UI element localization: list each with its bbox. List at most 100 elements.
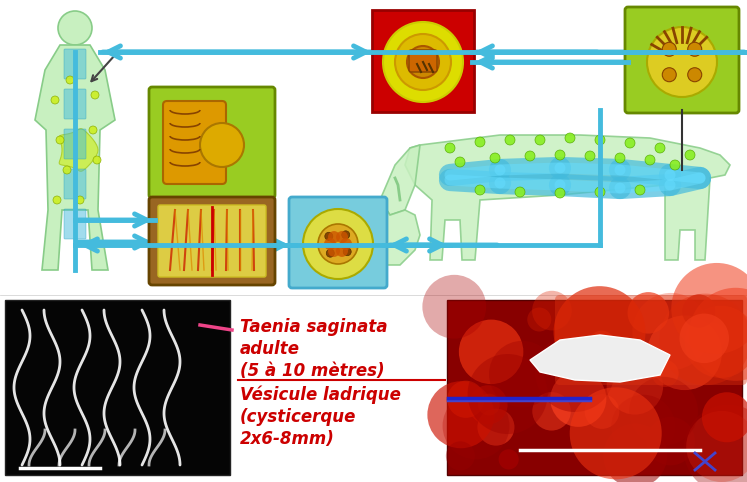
Circle shape [645,155,655,165]
FancyBboxPatch shape [625,7,739,113]
Circle shape [445,143,455,153]
FancyBboxPatch shape [409,50,437,72]
Circle shape [475,137,485,147]
Circle shape [688,68,701,82]
Circle shape [555,150,565,160]
Circle shape [395,34,451,90]
Circle shape [680,314,729,363]
Circle shape [76,196,84,204]
Circle shape [688,42,701,56]
Polygon shape [530,335,670,382]
Circle shape [505,135,515,145]
Circle shape [555,188,565,198]
Circle shape [53,196,61,204]
FancyBboxPatch shape [64,49,86,79]
FancyBboxPatch shape [447,300,742,475]
Circle shape [427,381,495,448]
FancyBboxPatch shape [163,101,226,184]
Circle shape [336,245,348,257]
Circle shape [58,11,92,45]
Circle shape [570,388,662,479]
Circle shape [646,417,695,466]
Circle shape [635,185,645,195]
Circle shape [66,76,74,84]
Circle shape [685,306,747,378]
FancyBboxPatch shape [372,10,474,112]
Circle shape [554,286,645,378]
Circle shape [490,153,500,163]
Polygon shape [380,145,420,215]
Circle shape [325,232,333,241]
Circle shape [607,358,663,415]
FancyBboxPatch shape [64,209,86,239]
Circle shape [625,138,635,148]
Circle shape [489,341,556,407]
Circle shape [551,371,607,427]
Circle shape [63,166,71,174]
Circle shape [407,46,439,78]
Circle shape [595,187,605,197]
Polygon shape [59,129,98,171]
FancyBboxPatch shape [289,197,387,288]
Circle shape [525,151,535,161]
Circle shape [663,68,676,82]
Circle shape [589,331,615,357]
Circle shape [702,392,747,442]
Text: Taenia saginata
adulte
(5 à 10 mètres): Taenia saginata adulte (5 à 10 mètres) [240,318,388,380]
Circle shape [647,27,717,97]
Circle shape [341,231,350,239]
Polygon shape [405,135,730,260]
Circle shape [535,135,545,145]
Circle shape [565,133,575,143]
Circle shape [478,394,500,415]
Circle shape [648,315,722,390]
Circle shape [422,275,486,339]
Circle shape [585,394,619,429]
Polygon shape [35,45,115,270]
Circle shape [318,224,358,264]
Circle shape [532,291,571,331]
Circle shape [328,245,340,257]
Circle shape [383,22,463,102]
Circle shape [442,392,509,459]
Circle shape [468,385,508,425]
Circle shape [655,143,665,153]
Circle shape [498,449,518,469]
Circle shape [536,333,614,412]
Circle shape [627,292,669,334]
Circle shape [446,442,475,470]
Circle shape [328,231,340,243]
FancyBboxPatch shape [158,205,266,277]
FancyBboxPatch shape [149,87,275,198]
Circle shape [615,153,625,163]
Circle shape [670,160,680,170]
Circle shape [629,377,698,445]
Circle shape [324,238,336,250]
Circle shape [689,288,747,381]
Circle shape [56,136,64,144]
FancyBboxPatch shape [64,89,86,119]
Circle shape [698,322,726,350]
Circle shape [651,360,679,387]
Circle shape [663,42,676,56]
Text: Vésicule ladrique
(cysticerque
2x6-8mm): Vésicule ladrique (cysticerque 2x6-8mm) [240,385,401,448]
Circle shape [455,157,465,167]
FancyBboxPatch shape [64,129,86,159]
Circle shape [336,231,348,243]
Circle shape [672,263,747,354]
Circle shape [475,185,485,195]
Circle shape [303,209,373,279]
Circle shape [93,156,101,164]
Circle shape [477,409,515,446]
FancyBboxPatch shape [5,300,230,475]
Circle shape [685,150,695,160]
Circle shape [660,294,747,385]
Circle shape [633,293,710,370]
Circle shape [585,151,595,161]
FancyBboxPatch shape [555,295,747,385]
Circle shape [459,320,524,384]
Circle shape [89,126,97,134]
Circle shape [682,295,716,328]
Circle shape [200,123,244,167]
Circle shape [468,354,548,434]
